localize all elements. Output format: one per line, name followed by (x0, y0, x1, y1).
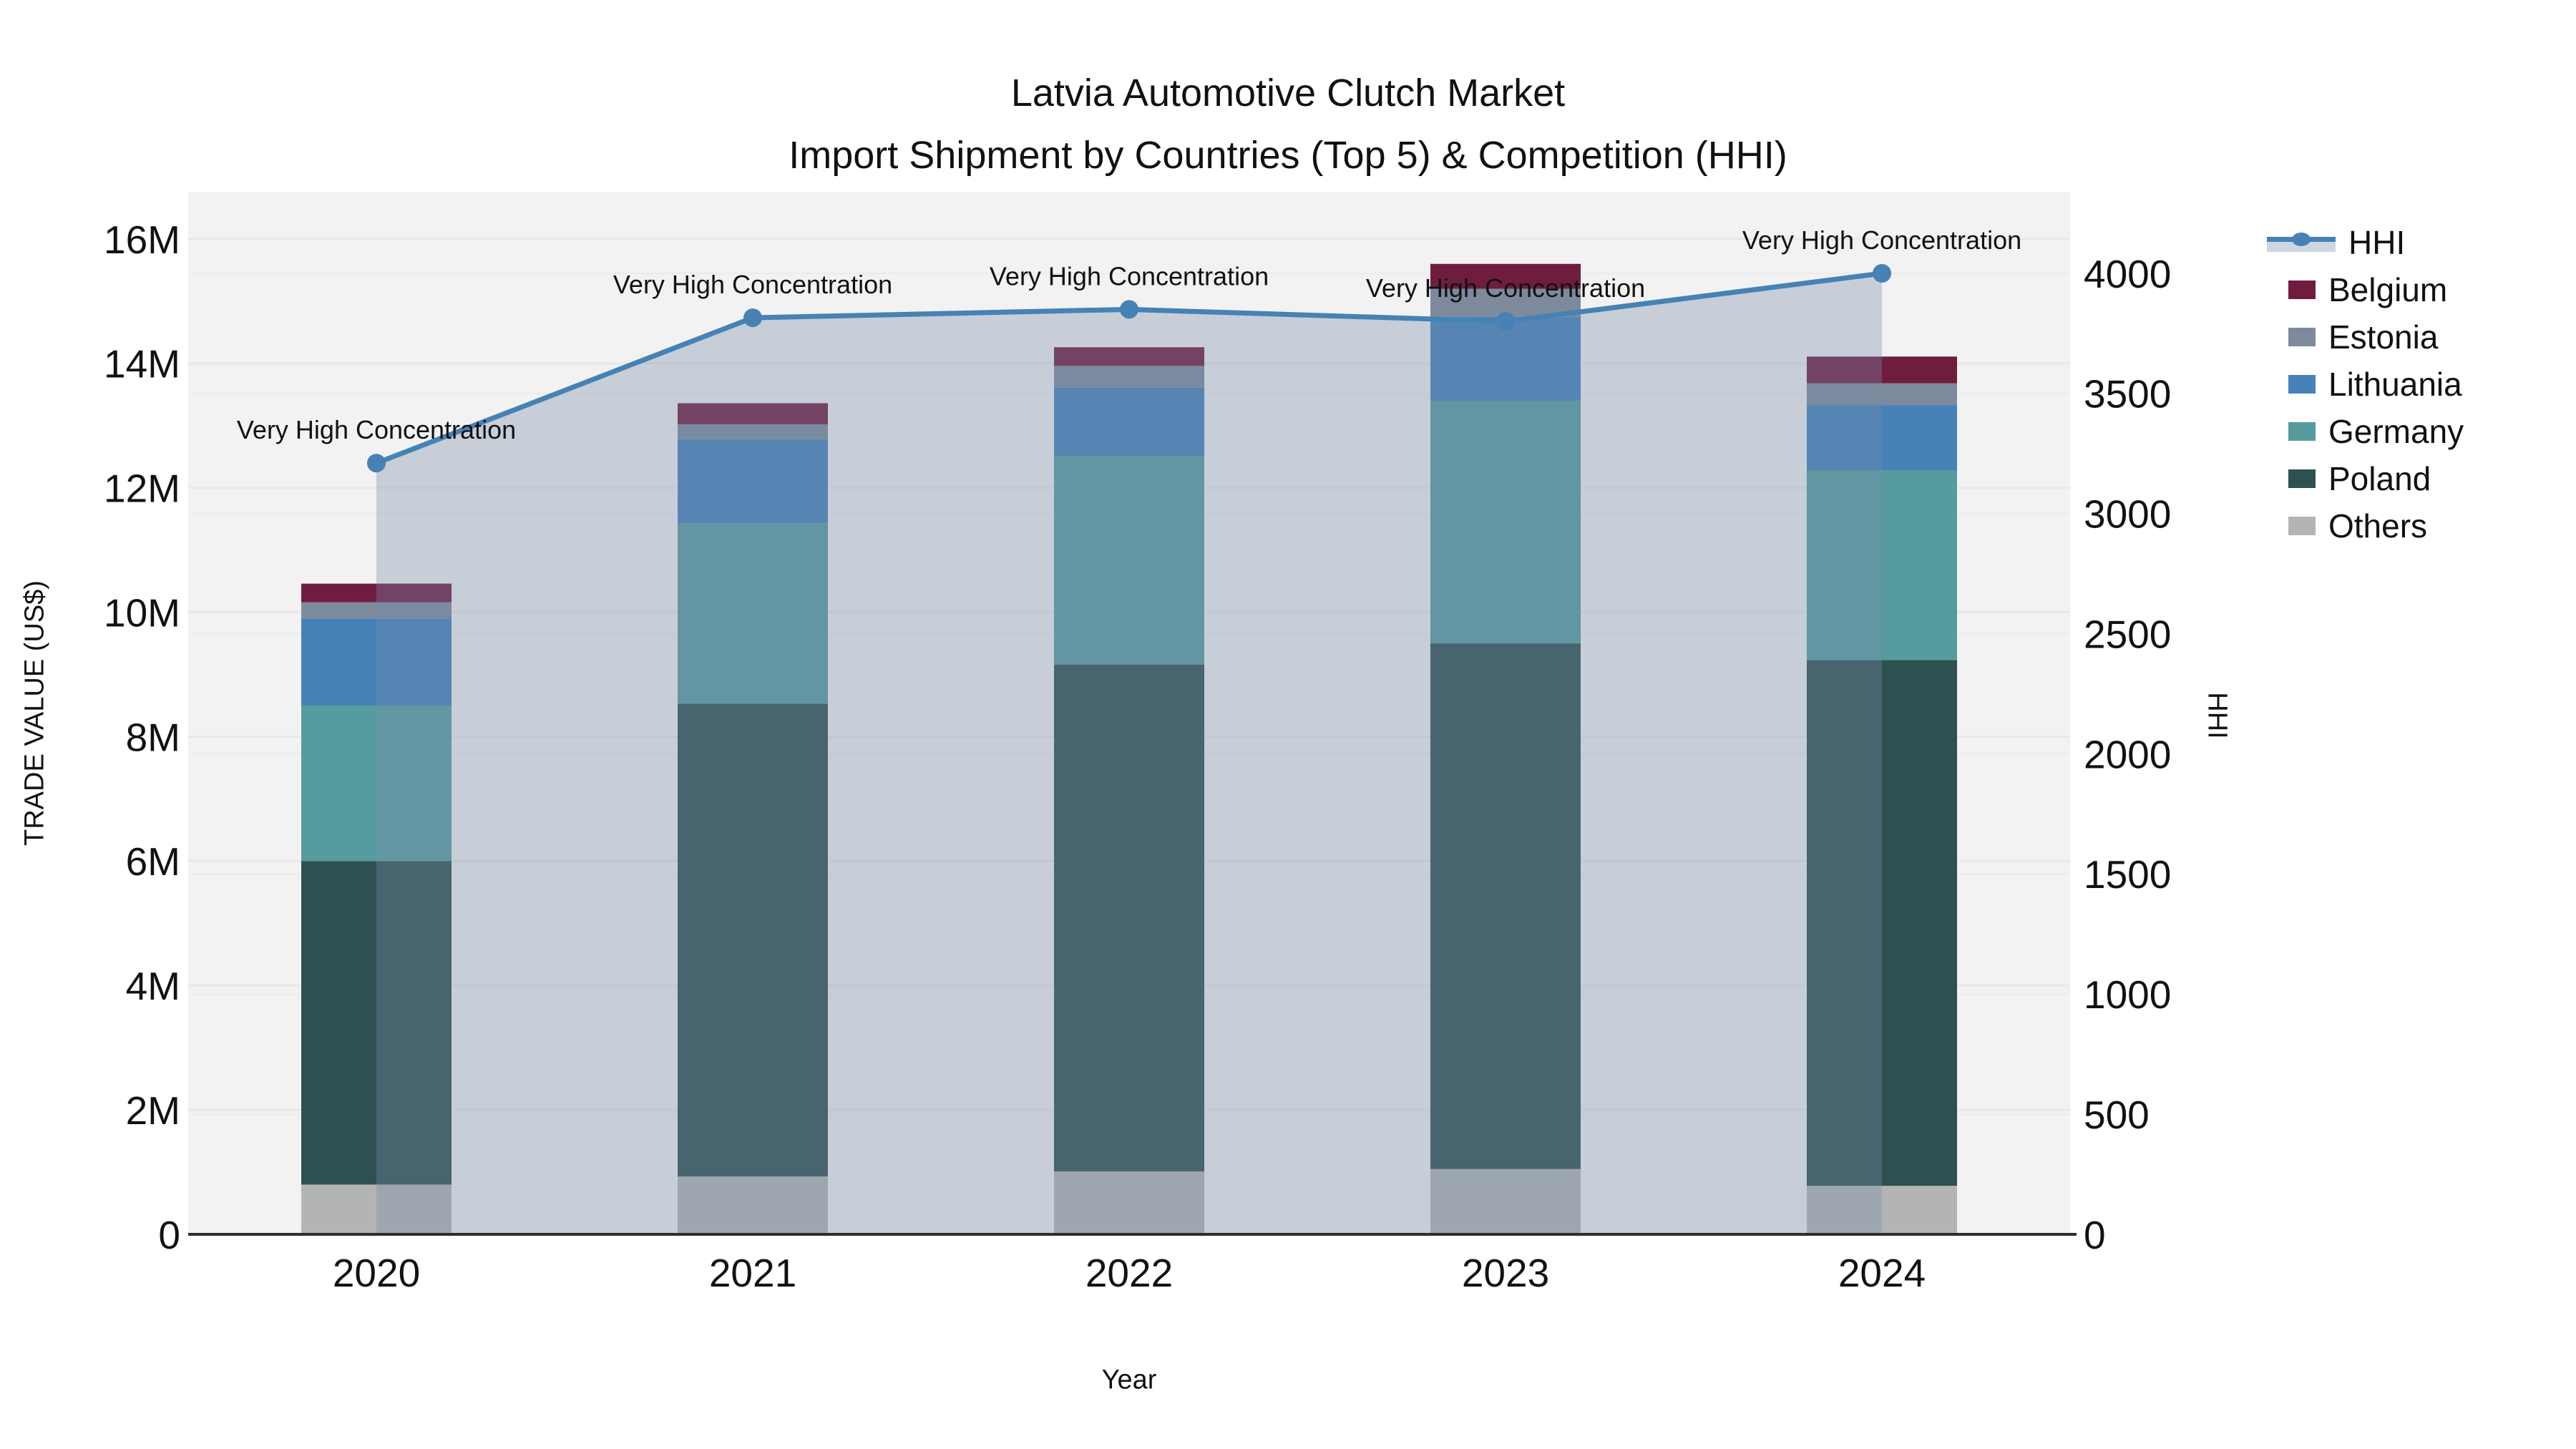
bar-segment-belgium-2021 (678, 403, 828, 425)
legend-swatch-icon (2288, 469, 2316, 488)
y-right-tick-label: 1500 (2084, 852, 2171, 897)
bar-segment-estonia-2021 (678, 424, 828, 439)
legend-label: HHI (2348, 224, 2406, 261)
left-axis-title: TRADE VALUE (US$) (20, 580, 50, 846)
bar-segment-poland-2024 (1807, 660, 1957, 1186)
annotation-2024: Very High Concentration (1742, 225, 2021, 255)
chart-title-line2: Import Shipment by Countries (Top 5) & C… (789, 134, 1787, 177)
bar-segment-belgium-2020 (301, 583, 452, 602)
right-axis-title: HHI (2202, 692, 2232, 738)
annotation-2023: Very High Concentration (1366, 273, 1645, 303)
y-left-tick-label: 12M (104, 467, 180, 511)
bar-segment-lithuania-2023 (1430, 316, 1581, 401)
bar-segment-belgium-2022 (1054, 347, 1204, 366)
y-left-tick-label: 2M (126, 1088, 180, 1133)
legend-item-germany: Germany (2267, 408, 2464, 455)
legend-item-hhi: HHI (2267, 219, 2464, 266)
bar-segment-germany-2023 (1430, 401, 1581, 644)
y-right-tick-label: 500 (2084, 1093, 2150, 1137)
y-right-tick-label: 2500 (2084, 612, 2171, 656)
legend-line-band-icon (2267, 240, 2336, 252)
y-left-tick-label: 0 (158, 1213, 180, 1257)
legend-label: Others (2328, 507, 2428, 545)
legend-swatch-icon (2288, 280, 2316, 299)
y-right-tick-label: 3000 (2084, 492, 2171, 537)
legend-swatch-icon (2288, 422, 2316, 441)
y-left-tick-label: 10M (104, 590, 180, 635)
bar-segment-others-2024 (1807, 1186, 1957, 1234)
y-left-tick-label: 8M (126, 715, 180, 759)
legend-label: Estonia (2328, 318, 2439, 356)
bar-segment-estonia-2022 (1054, 366, 1204, 388)
legend-swatch-icon (2288, 375, 2316, 394)
hhi-marker-2023 (1496, 312, 1515, 331)
bar-segment-others-2022 (1054, 1171, 1204, 1234)
hhi-marker-2024 (1873, 264, 1891, 283)
x-tick-label: 2020 (333, 1251, 420, 1295)
legend-item-lithuania: Lithuania (2267, 361, 2464, 408)
chart-title-line1: Latvia Automotive Clutch Market (1010, 72, 1566, 114)
legend-swatch-icon (2288, 328, 2316, 346)
bar-segment-poland-2023 (1430, 643, 1581, 1169)
legend-item-poland: Poland (2267, 455, 2464, 502)
legend-item-estonia: Estonia (2267, 313, 2464, 361)
y-right-tick-label: 4000 (2084, 252, 2171, 296)
bar-segment-others-2023 (1430, 1169, 1581, 1234)
x-tick-label: 2023 (1462, 1251, 1549, 1295)
x-tick-label: 2022 (1085, 1251, 1173, 1295)
bar-segment-belgium-2024 (1807, 356, 1957, 384)
annotation-2020: Very High Concentration (237, 415, 516, 444)
chart-legend: HHI Belgium Estonia Lithuania Germany Poland O… (2267, 219, 2464, 550)
legend-swatch-icon (2288, 517, 2316, 535)
hhi-marker-2020 (367, 454, 386, 473)
bar-segment-poland-2021 (678, 703, 828, 1177)
x-tick-label: 2024 (1838, 1251, 1926, 1295)
y-right-tick-label: 1000 (2084, 972, 2171, 1017)
hhi-area-fill (376, 273, 1882, 1234)
legend-label: Lithuania (2328, 366, 2462, 403)
bar-segment-others-2021 (678, 1176, 828, 1234)
bar-segment-others-2020 (301, 1184, 452, 1234)
annotation-2022: Very High Concentration (990, 261, 1269, 291)
bar-segment-lithuania-2022 (1054, 387, 1204, 457)
bar-segment-germany-2021 (678, 523, 828, 704)
y-left-tick-label: 16M (104, 218, 180, 262)
hhi-marker-2021 (743, 308, 762, 328)
legend-item-others: Others (2267, 502, 2464, 550)
y-right-tick-label: 3500 (2084, 372, 2171, 416)
bar-segment-estonia-2020 (301, 602, 452, 619)
legend-line-dot-icon (2292, 233, 2311, 246)
bar-segment-germany-2024 (1807, 470, 1957, 660)
annotation-2021: Very High Concentration (613, 270, 892, 299)
hhi-marker-2022 (1120, 300, 1138, 319)
x-axis-title: Year (1102, 1365, 1157, 1395)
x-tick-label: 2021 (709, 1251, 796, 1295)
legend-item-belgium: Belgium (2267, 266, 2464, 313)
bar-segment-estonia-2024 (1807, 383, 1957, 406)
bar-segment-lithuania-2020 (301, 618, 452, 706)
y-right-tick-label: 0 (2084, 1213, 2106, 1257)
bar-segment-lithuania-2021 (678, 439, 828, 524)
y-left-tick-label: 6M (126, 839, 180, 884)
legend-line-sample-icon (2267, 227, 2336, 258)
bar-segment-poland-2022 (1054, 664, 1204, 1172)
legend-label: Belgium (2328, 271, 2448, 308)
bar-segment-poland-2020 (301, 861, 452, 1185)
bar-segment-germany-2022 (1054, 456, 1204, 665)
y-left-tick-label: 4M (126, 964, 180, 1008)
y-right-tick-label: 2000 (2084, 732, 2171, 776)
bar-segment-germany-2020 (301, 706, 452, 862)
legend-label: Poland (2328, 460, 2431, 497)
legend-label: Germany (2328, 413, 2464, 450)
y-left-tick-label: 14M (104, 342, 180, 386)
bar-segment-lithuania-2024 (1807, 405, 1957, 471)
bar-segment-belgium-2023 (1430, 263, 1581, 289)
